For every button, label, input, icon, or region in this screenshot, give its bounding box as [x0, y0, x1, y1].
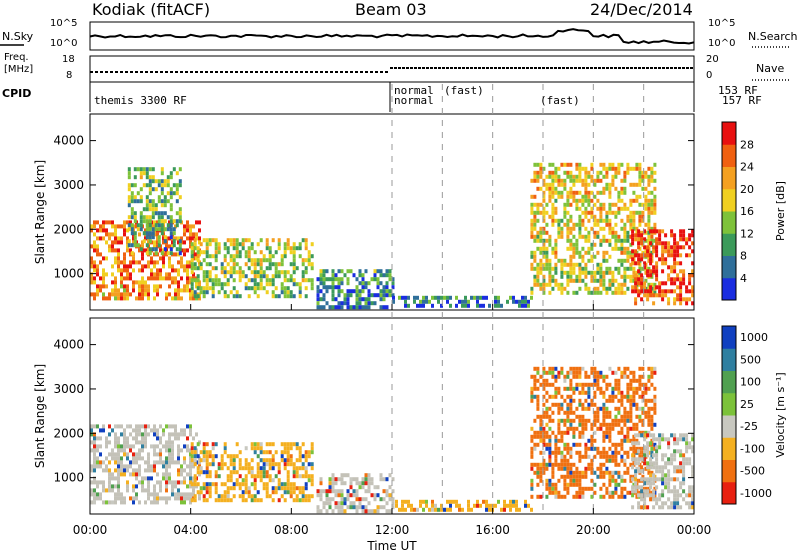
colorbar-tick-label: -25 — [740, 420, 758, 433]
freq-panel — [89, 55, 790, 83]
colorbar-swatch — [722, 277, 736, 301]
y-tick-label: 2000 — [53, 222, 84, 236]
station-title: Kodiak (fitACF) — [92, 0, 211, 19]
x-tick-label: 16:00 — [475, 523, 510, 537]
x-axis-label: Time UT — [366, 539, 417, 553]
noise-left-bottom-tick: 10^0 — [50, 38, 78, 49]
colorbar-tick-label: 16 — [740, 205, 754, 218]
colorbar-swatch — [722, 122, 736, 145]
colorbar-swatch — [722, 166, 736, 190]
colorbar-swatch — [722, 481, 736, 505]
colorbar-tick-label: 8 — [740, 250, 747, 263]
cpid-entry-normal-1: normal — [394, 84, 434, 97]
colorbar-swatch — [722, 459, 736, 483]
echo-region-4 — [392, 295, 533, 308]
power-panel: 1000 2000 3000 4000 Slant Range [km] — [33, 113, 695, 311]
axes: 00:00 04:00 08:00 12:00 16:00 20:00 00:00 Time … — [73, 304, 712, 553]
velocity-panel: 1000 2000 3000 4000 Slant Range [km] — [33, 317, 695, 515]
y-tick-label: 3000 — [53, 382, 84, 396]
colorbar-tick-label: 100 — [740, 376, 761, 389]
colorbar-frame — [721, 121, 737, 301]
cpid-entry-153rf: 153 RF — [718, 84, 758, 97]
cpid-entry-normal-2: normal — [394, 94, 434, 107]
noise-right-top-tick: 10^5 — [708, 18, 736, 29]
velocity-colorbar: 1000 500 100 25 -25 -100 -500 -1000 Velocity [m … — [721, 325, 787, 505]
cpid-entry-fast-2: (fast) — [540, 94, 580, 107]
colorbar-label: Velocity [m s⁻¹] — [774, 372, 787, 457]
cpid-entry-themis: themis 3300 RF — [94, 94, 187, 107]
noise-left-top-tick: 10^5 — [50, 18, 78, 29]
cpid-entry-fast-1: (fast) — [444, 84, 484, 97]
x-tick-label: 00:00 — [677, 523, 712, 537]
colorbar-tick-label: 1000 — [740, 331, 768, 344]
x-tick-label: 04:00 — [173, 523, 208, 537]
x-tick-label: 20:00 — [576, 523, 611, 537]
y-tick-label: 4000 — [53, 338, 84, 352]
nave-label: Nave — [756, 62, 785, 75]
colorbar-swatch — [722, 437, 736, 460]
echo-region-2 — [190, 238, 314, 299]
colorbar-tick-label: -500 — [740, 465, 765, 478]
colorbar-tick-label: 4 — [740, 272, 747, 285]
echo-region-5 — [631, 433, 695, 510]
colorbar-swatch — [722, 415, 736, 438]
colorbar-tick-label: 500 — [740, 353, 761, 366]
cpid-entry-157rf: 157 RF — [722, 94, 762, 107]
colorbar-swatch — [722, 188, 736, 212]
nave-tick-top: 20 — [706, 54, 719, 65]
echo-region-0 — [90, 424, 201, 505]
colorbar-tick-label: 24 — [740, 161, 754, 174]
freq-label-1: Freq. — [4, 52, 29, 63]
freq-label-2: [MHz] — [4, 64, 34, 75]
y-axis-label: Slant Range [km] — [33, 364, 47, 468]
colorbar-swatch — [722, 370, 736, 394]
nsky-label: N.Sky — [2, 30, 34, 43]
echo-region-6 — [631, 229, 695, 306]
freq-tick-top: 18 — [62, 54, 75, 65]
y-tick-label: 1000 — [53, 267, 84, 281]
cpid-label: CPID — [2, 87, 32, 100]
colorbar-frame — [721, 325, 737, 505]
colorbar-swatch — [722, 255, 736, 279]
noise-right-bottom-tick: 10^0 — [708, 38, 736, 49]
y-tick-label: 4000 — [53, 134, 84, 148]
x-tick-label: 12:00 — [375, 523, 410, 537]
colorbar-swatch — [722, 348, 736, 371]
x-tick-label: 00:00 — [73, 523, 108, 537]
y-tick-label: 3000 — [53, 178, 84, 192]
colorbar-swatch — [722, 211, 736, 234]
colorbar-tick-label: -1000 — [740, 487, 772, 500]
echo-region-1 — [127, 167, 182, 256]
power-colorbar: 4 8 12 16 20 24 28 Power [dB] — [721, 121, 787, 301]
x-tick-label: 08:00 — [274, 523, 309, 537]
colorbar-tick-label: 12 — [740, 227, 754, 240]
noise-panel — [0, 21, 790, 51]
cpid-panel — [89, 82, 695, 112]
echo-region-3 — [395, 499, 533, 512]
colorbar-tick-label: -100 — [740, 442, 765, 455]
colorbar-swatch — [722, 392, 736, 416]
y-tick-label: 1000 — [53, 471, 84, 485]
colorbar-tick-label: 20 — [740, 183, 754, 196]
freq-tick-bottom: 8 — [66, 70, 73, 81]
y-tick-label: 2000 — [53, 426, 84, 440]
colorbar-label: Power [dB] — [774, 181, 787, 241]
colorbar-tick-label: 25 — [740, 398, 754, 411]
nsearch-label: N.Search — [748, 30, 798, 43]
colorbar-tick-label: 28 — [740, 138, 754, 151]
colorbar-swatch — [722, 144, 736, 167]
beam-title: Beam 03 — [355, 0, 427, 19]
date-title: 24/Dec/2014 — [590, 0, 693, 19]
colorbar-swatch — [722, 326, 736, 349]
echo-region-1 — [190, 442, 314, 503]
colorbar-swatch — [722, 233, 736, 256]
nave-tick-bottom: 0 — [706, 70, 713, 81]
noise-trace — [89, 28, 695, 45]
echo-region-3 — [316, 269, 395, 310]
y-axis-label: Slant Range [km] — [33, 160, 47, 264]
echo-region-2 — [316, 473, 395, 514]
